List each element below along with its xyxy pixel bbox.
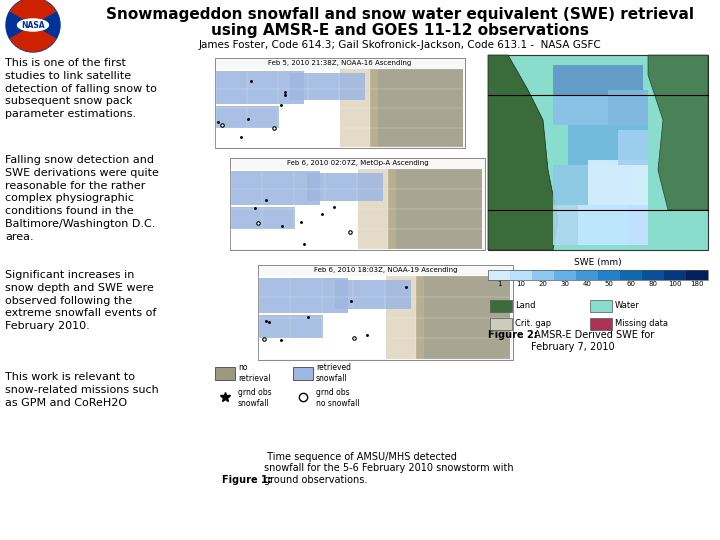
Text: Snowmageddon snowfall and snow water equivalent (SWE) retrieval: Snowmageddon snowfall and snow water equ… (106, 6, 694, 22)
Text: 80: 80 (649, 281, 657, 287)
Bar (216, 71, 304, 104)
Bar (488, 270, 708, 280)
Text: 20: 20 (539, 281, 547, 287)
Text: 100: 100 (668, 281, 682, 287)
Bar (686, 270, 708, 280)
Text: grnd obs
no snowfall: grnd obs no snowfall (316, 388, 359, 408)
Ellipse shape (17, 18, 49, 32)
Bar (553, 95, 648, 125)
Bar (590, 318, 612, 330)
Bar (385, 276, 424, 359)
Bar (231, 207, 294, 229)
Bar (388, 169, 482, 249)
Bar (216, 69, 371, 147)
Wedge shape (9, 25, 56, 52)
Text: NASA: NASA (21, 21, 45, 30)
Bar (259, 276, 417, 359)
Bar (230, 158, 485, 250)
Circle shape (6, 0, 60, 52)
Polygon shape (488, 55, 558, 250)
Text: no
retrieval: no retrieval (238, 363, 271, 383)
Text: This work is relevant to
snow-related missions such
as GPM and CoReH2O: This work is relevant to snow-related mi… (5, 372, 158, 408)
Bar (259, 278, 348, 313)
Bar (620, 270, 642, 280)
Text: Significant increases in
snow depth and SWE were
observed following the
extreme : Significant increases in snow depth and … (5, 270, 156, 331)
Bar (618, 130, 648, 165)
Bar (490, 300, 512, 312)
Text: grnd obs
snowfall: grnd obs snowfall (238, 388, 271, 408)
Bar (576, 270, 598, 280)
Text: 1: 1 (497, 281, 501, 287)
Text: James Foster, Code 614.3; Gail Skofronick-Jackson, Code 613.1 -  NASA GSFC: James Foster, Code 614.3; Gail Skofronic… (199, 40, 601, 50)
Polygon shape (648, 55, 708, 210)
Bar (340, 69, 377, 147)
Text: 50: 50 (605, 281, 613, 287)
Text: Feb 6, 2010 02:07Z, MetOp-A Ascending: Feb 6, 2010 02:07Z, MetOp-A Ascending (287, 160, 428, 166)
Bar (532, 270, 554, 280)
Bar (416, 276, 510, 359)
Text: Missing data: Missing data (615, 320, 668, 328)
Bar (590, 300, 612, 312)
Text: 60: 60 (626, 281, 636, 287)
Bar (628, 205, 648, 245)
Bar (510, 270, 532, 280)
Bar (215, 367, 235, 380)
Bar (608, 90, 648, 125)
Bar (578, 205, 648, 245)
Text: Falling snow detection and
SWE derivations were quite
reasonable for the rather
: Falling snow detection and SWE derivatio… (5, 155, 159, 242)
Text: Time sequence of AMSU/MHS detected
snowfall for the 5-6 February 2010 snowstorm : Time sequence of AMSU/MHS detected snowf… (264, 452, 513, 485)
Text: Feb 6, 2010 18:03Z, NOAA-19 Ascending: Feb 6, 2010 18:03Z, NOAA-19 Ascending (314, 267, 457, 273)
Bar (335, 280, 411, 309)
Text: Crit. gap: Crit. gap (515, 320, 551, 328)
Bar (568, 125, 648, 165)
Bar (293, 367, 313, 380)
Text: This is one of the first
studies to link satellite
detection of falling snow to
: This is one of the first studies to link… (5, 58, 157, 119)
Text: SWE (mm): SWE (mm) (574, 258, 622, 267)
Bar (553, 65, 643, 95)
Bar (598, 270, 620, 280)
Text: retrieved
snowfall: retrieved snowfall (316, 363, 351, 383)
Text: Figure 2:: Figure 2: (488, 330, 538, 340)
Bar (588, 160, 648, 205)
Text: AMSR-E Derived SWE for
February 7, 2010: AMSR-E Derived SWE for February 7, 2010 (531, 330, 654, 352)
Bar (490, 318, 512, 330)
Text: using AMSR-E and GOES 11-12 observations: using AMSR-E and GOES 11-12 observations (211, 23, 589, 37)
Bar (664, 270, 686, 280)
Bar (642, 270, 664, 280)
Bar (290, 73, 365, 100)
Bar (358, 169, 396, 249)
Text: 40: 40 (582, 281, 591, 287)
Bar (370, 69, 462, 147)
Text: Land: Land (515, 301, 536, 310)
Bar (258, 265, 513, 360)
Bar (216, 106, 279, 127)
Text: 10: 10 (516, 281, 526, 287)
Text: 30: 30 (560, 281, 570, 287)
Bar (488, 270, 510, 280)
Text: Water: Water (615, 301, 640, 310)
Bar (553, 205, 648, 245)
Bar (553, 165, 633, 205)
Text: Feb 5, 2010 21:38Z, NOAA-16 Ascending: Feb 5, 2010 21:38Z, NOAA-16 Ascending (269, 60, 412, 66)
Bar (554, 270, 576, 280)
Text: Figure 1:: Figure 1: (222, 475, 271, 485)
Bar (231, 169, 389, 249)
Wedge shape (9, 0, 56, 25)
Bar (231, 171, 320, 205)
Bar (259, 315, 323, 338)
Bar (215, 58, 465, 148)
Bar (307, 173, 383, 201)
Bar (488, 55, 708, 250)
Text: 180: 180 (690, 281, 703, 287)
